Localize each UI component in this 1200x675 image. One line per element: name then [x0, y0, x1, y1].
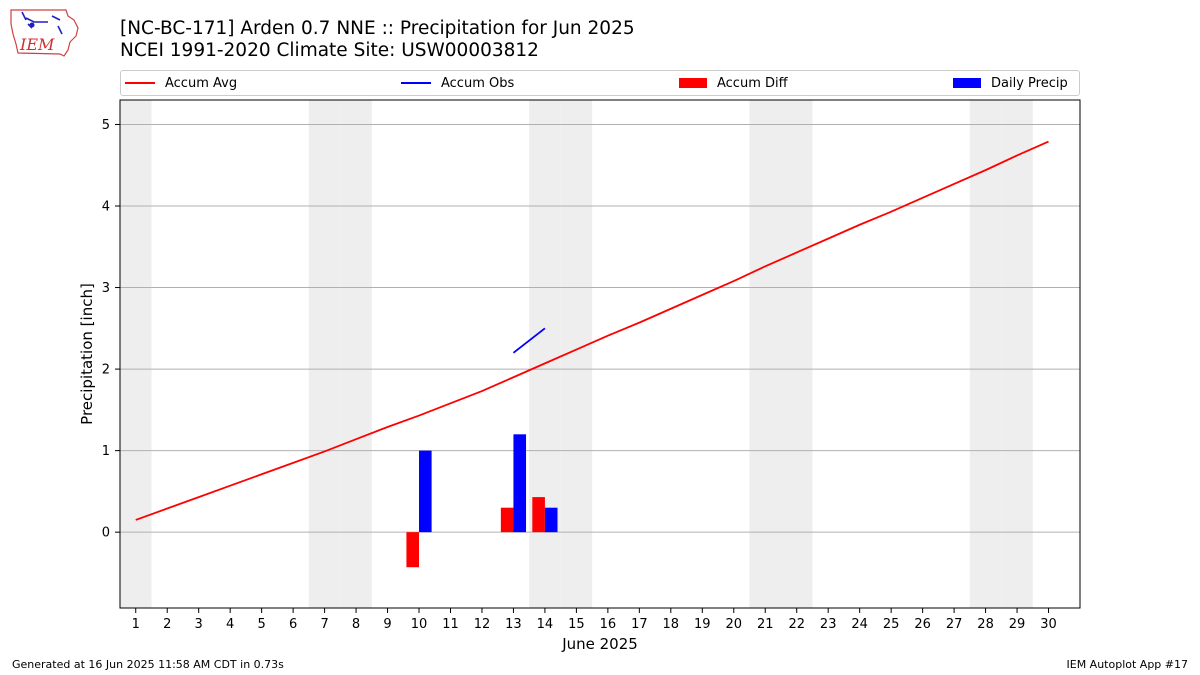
- accum-diff-bar-13: [500, 507, 514, 533]
- chart-title: [NC-BC-171] Arden 0.7 NNE :: Precipitati…: [120, 18, 635, 62]
- x-tick-label-3: 3: [195, 617, 203, 632]
- logo-text: IEM: [19, 35, 55, 54]
- x-tick-label-9: 9: [383, 617, 391, 632]
- title-line-2: NCEI 1991-2020 Climate Site: USW00003812: [120, 40, 539, 61]
- iem-logo: IEM: [10, 9, 79, 57]
- weekend-band-28: [969, 100, 1002, 608]
- legend-item-accum-diff: Accum Diff: [679, 71, 788, 95]
- legend-item-accum-obs: Accum Obs: [401, 71, 514, 95]
- y-tick-label-1: 1: [102, 444, 110, 459]
- x-tick-label-24: 24: [851, 617, 868, 632]
- app-footer: IEM Autoplot App #17: [1066, 658, 1189, 671]
- weekend-band-22: [780, 100, 813, 608]
- legend-swatch-accum-obs: [401, 82, 431, 84]
- title-line-1: [NC-BC-171] Arden 0.7 NNE :: Precipitati…: [120, 18, 635, 39]
- weekend-band-21: [749, 100, 781, 608]
- daily-precip-bar-13: [513, 434, 527, 533]
- x-tick-label-23: 23: [820, 617, 837, 632]
- x-tick-label-21: 21: [757, 617, 774, 632]
- accum-obs-line: [512, 327, 546, 354]
- legend-swatch-accum-diff: [679, 78, 707, 88]
- generated-footer: Generated at 16 Jun 2025 11:58 AM CDT in…: [12, 658, 284, 671]
- chart-legend: Accum Avg Accum Obs Accum Diff Daily Pre…: [120, 70, 1080, 96]
- x-tick-label-8: 8: [352, 617, 360, 632]
- y-tick-label-0: 0: [102, 526, 110, 541]
- x-tick-label-13: 13: [505, 617, 522, 632]
- weekend-band-1: [120, 100, 152, 608]
- x-tick-label-29: 29: [1009, 617, 1026, 632]
- x-tick-label-14: 14: [537, 617, 554, 632]
- x-tick-label-7: 7: [320, 617, 328, 632]
- plot-frame: [119, 99, 1081, 609]
- x-tick-label-22: 22: [788, 617, 805, 632]
- x-tick-label-26: 26: [914, 617, 931, 632]
- x-tick-label-28: 28: [977, 617, 994, 632]
- y-tick-label-5: 5: [102, 118, 110, 133]
- x-tick-label-5: 5: [257, 617, 265, 632]
- legend-label-daily-precip: Daily Precip: [991, 75, 1068, 91]
- x-tick-label-11: 11: [442, 617, 459, 632]
- x-tick-label-15: 15: [568, 617, 585, 632]
- x-tick-label-18: 18: [663, 617, 680, 632]
- x-tick-label-12: 12: [474, 617, 491, 632]
- legend-swatch-daily-precip: [953, 78, 981, 88]
- x-tick-label-19: 19: [694, 617, 711, 632]
- x-tick-label-16: 16: [600, 617, 617, 632]
- x-tick-label-17: 17: [631, 617, 648, 632]
- x-tick-label-20: 20: [725, 617, 742, 632]
- legend-swatch-accum-avg: [125, 82, 155, 84]
- y-tick-label-3: 3: [102, 281, 110, 296]
- x-tick-label-30: 30: [1040, 617, 1057, 632]
- x-tick-label-1: 1: [132, 617, 140, 632]
- x-tick-label-27: 27: [946, 617, 963, 632]
- accum-diff-bar-14: [532, 497, 545, 533]
- legend-label-accum-obs: Accum Obs: [441, 75, 515, 91]
- x-tick-label-4: 4: [226, 617, 234, 632]
- x-tick-label-2: 2: [163, 617, 171, 632]
- accum-avg-line: [135, 140, 1049, 521]
- weekend-band-29: [1001, 100, 1033, 608]
- x-tick-label-10: 10: [411, 617, 428, 632]
- y-tick-label-4: 4: [102, 200, 110, 215]
- weekend-band-8: [340, 100, 372, 608]
- x-tick-label-6: 6: [289, 617, 297, 632]
- accum-diff-bar-10: [406, 532, 420, 568]
- daily-precip-bar-14: [544, 507, 558, 533]
- legend-item-daily-precip: Daily Precip: [953, 71, 1068, 95]
- x-tick-label-25: 25: [883, 617, 900, 632]
- daily-precip-bar-10: [419, 450, 432, 533]
- legend-label-accum-avg: Accum Avg: [165, 75, 238, 91]
- legend-item-accum-avg: Accum Avg: [125, 71, 237, 95]
- legend-label-accum-diff: Accum Diff: [717, 75, 788, 91]
- x-axis-label: June 2025: [561, 635, 638, 653]
- y-axis-label: Precipitation [inch]: [78, 283, 96, 425]
- y-tick-label-2: 2: [102, 363, 110, 378]
- weekend-band-7: [308, 100, 341, 608]
